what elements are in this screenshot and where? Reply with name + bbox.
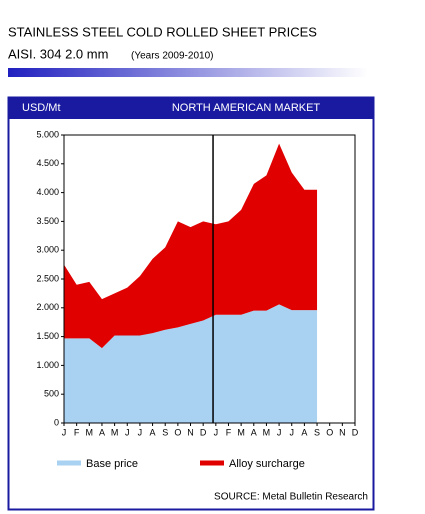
x-tick-label: M (237, 427, 245, 437)
x-tick-label: D (200, 427, 207, 437)
legend-label: Base price (86, 458, 138, 470)
y-tick-label: 1.000 (36, 360, 59, 370)
x-tick-label: J (62, 427, 67, 437)
x-tick-label: J (277, 427, 282, 437)
y-tick-label: 4.000 (36, 187, 59, 197)
plot-border (63, 134, 356, 424)
x-tick-label: N (339, 427, 346, 437)
y-tick-label: 1.500 (36, 331, 59, 341)
x-tick-label: A (251, 427, 257, 437)
x-tick-label: A (301, 427, 307, 437)
y-tick-label: 4.500 (36, 158, 59, 168)
x-tick-label: F (226, 427, 232, 437)
x-tick-label: A (99, 427, 105, 437)
x-tick-label: S (162, 427, 168, 437)
chart-subtitle: AISI. 304 2.0 mm (8, 46, 108, 61)
x-tick-label: J (289, 427, 294, 437)
decor-bar (8, 68, 368, 77)
x-tick-label: F (74, 427, 80, 437)
x-tick-label: O (326, 427, 333, 437)
subtitle-note: (Years 2009-2010) (131, 51, 213, 62)
y-tick-label: 500 (44, 389, 59, 399)
x-tick-label: J (214, 427, 219, 437)
x-tick-label: O (174, 427, 181, 437)
x-tick-label: A (150, 427, 156, 437)
x-tick-label: J (138, 427, 143, 437)
x-tick-label: N (187, 427, 194, 437)
y-tick-label: 2.500 (36, 273, 59, 283)
area (64, 304, 318, 423)
x-tick-label: S (314, 427, 320, 437)
x-tick-label: J (125, 427, 130, 437)
area (64, 143, 318, 349)
y-tick-label: 3.500 (36, 216, 59, 226)
legend-label: Alloy surcharge (229, 458, 305, 470)
y-tick-label: 0 (54, 417, 59, 427)
x-tick-label: M (86, 427, 94, 437)
y-tick-label: 5.000 (36, 129, 59, 139)
x-tick-label: M (263, 427, 271, 437)
source: SOURCE: Metal Bulletin Research (214, 492, 368, 503)
x-tick-label: M (111, 427, 119, 437)
chart-title: STAINLESS STEEL COLD ROLLED SHEET PRICES (8, 24, 317, 39)
y-tick-label: 2.000 (36, 302, 59, 312)
y-tick-label: 3.000 (36, 245, 59, 255)
panel-title: NORTH AMERICAN MARKET (172, 102, 321, 114)
y-axis-label: USD/Mt (22, 102, 61, 114)
panel-header (8, 97, 374, 119)
x-tick-label: D (352, 427, 359, 437)
